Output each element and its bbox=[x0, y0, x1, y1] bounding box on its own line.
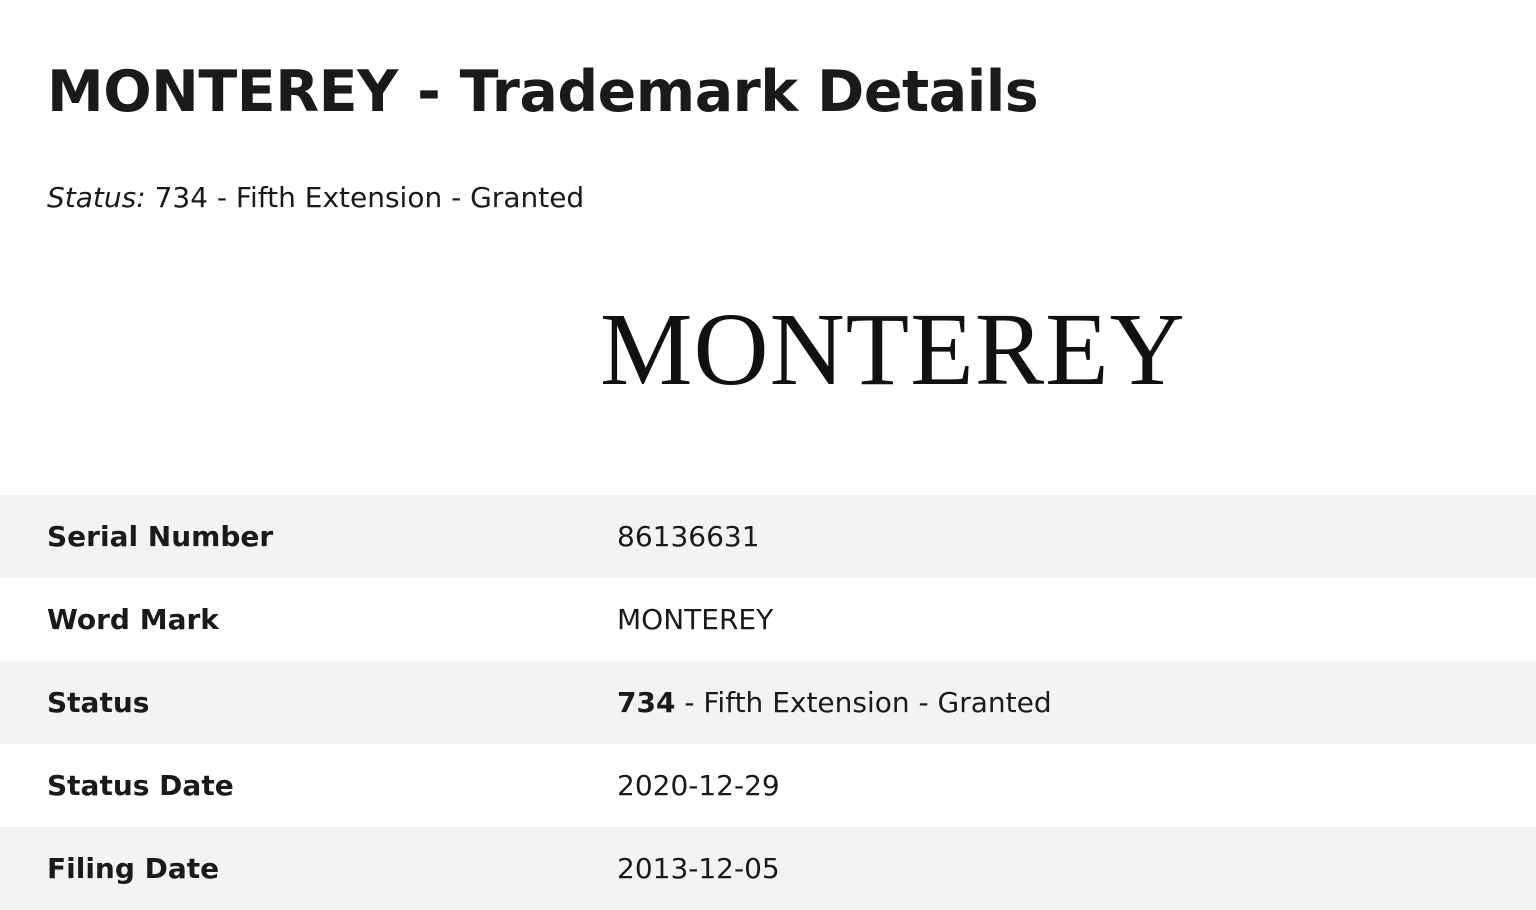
row-value: 734 - Fifth Extension - Granted bbox=[617, 686, 1052, 719]
trademark-logo-image: MONTEREY bbox=[600, 292, 1186, 407]
row-label: Status Date bbox=[47, 769, 234, 802]
row-label: Filing Date bbox=[47, 852, 220, 885]
status-description: - Fifth Extension - Granted bbox=[675, 686, 1052, 719]
table-row-status: Status 734 - Fifth Extension - Granted bbox=[0, 661, 1536, 744]
row-value: MONTEREY bbox=[617, 603, 774, 636]
table-row-filing-date: Filing Date 2013-12-05 bbox=[0, 827, 1536, 910]
page-title: MONTEREY - Trademark Details bbox=[47, 59, 1039, 125]
status-code: 734 bbox=[617, 686, 676, 719]
table-row-word-mark: Word Mark MONTEREY bbox=[0, 578, 1536, 661]
details-table: Serial Number 86136631 Word Mark MONTERE… bbox=[0, 495, 1536, 910]
row-label: Serial Number bbox=[47, 520, 274, 553]
row-label: Status bbox=[47, 686, 150, 719]
row-value: 86136631 bbox=[617, 520, 760, 553]
table-row-status-date: Status Date 2020-12-29 bbox=[0, 744, 1536, 827]
table-row-serial-number: Serial Number 86136631 bbox=[0, 495, 1536, 578]
row-label: Word Mark bbox=[47, 603, 219, 636]
status-summary: Status: 734 - Fifth Extension - Granted bbox=[47, 178, 584, 218]
row-value: 2020-12-29 bbox=[617, 769, 780, 802]
row-value: 2013-12-05 bbox=[617, 852, 780, 885]
status-text: 734 - Fifth Extension - Granted bbox=[154, 181, 585, 214]
status-label: Status: bbox=[47, 181, 146, 214]
